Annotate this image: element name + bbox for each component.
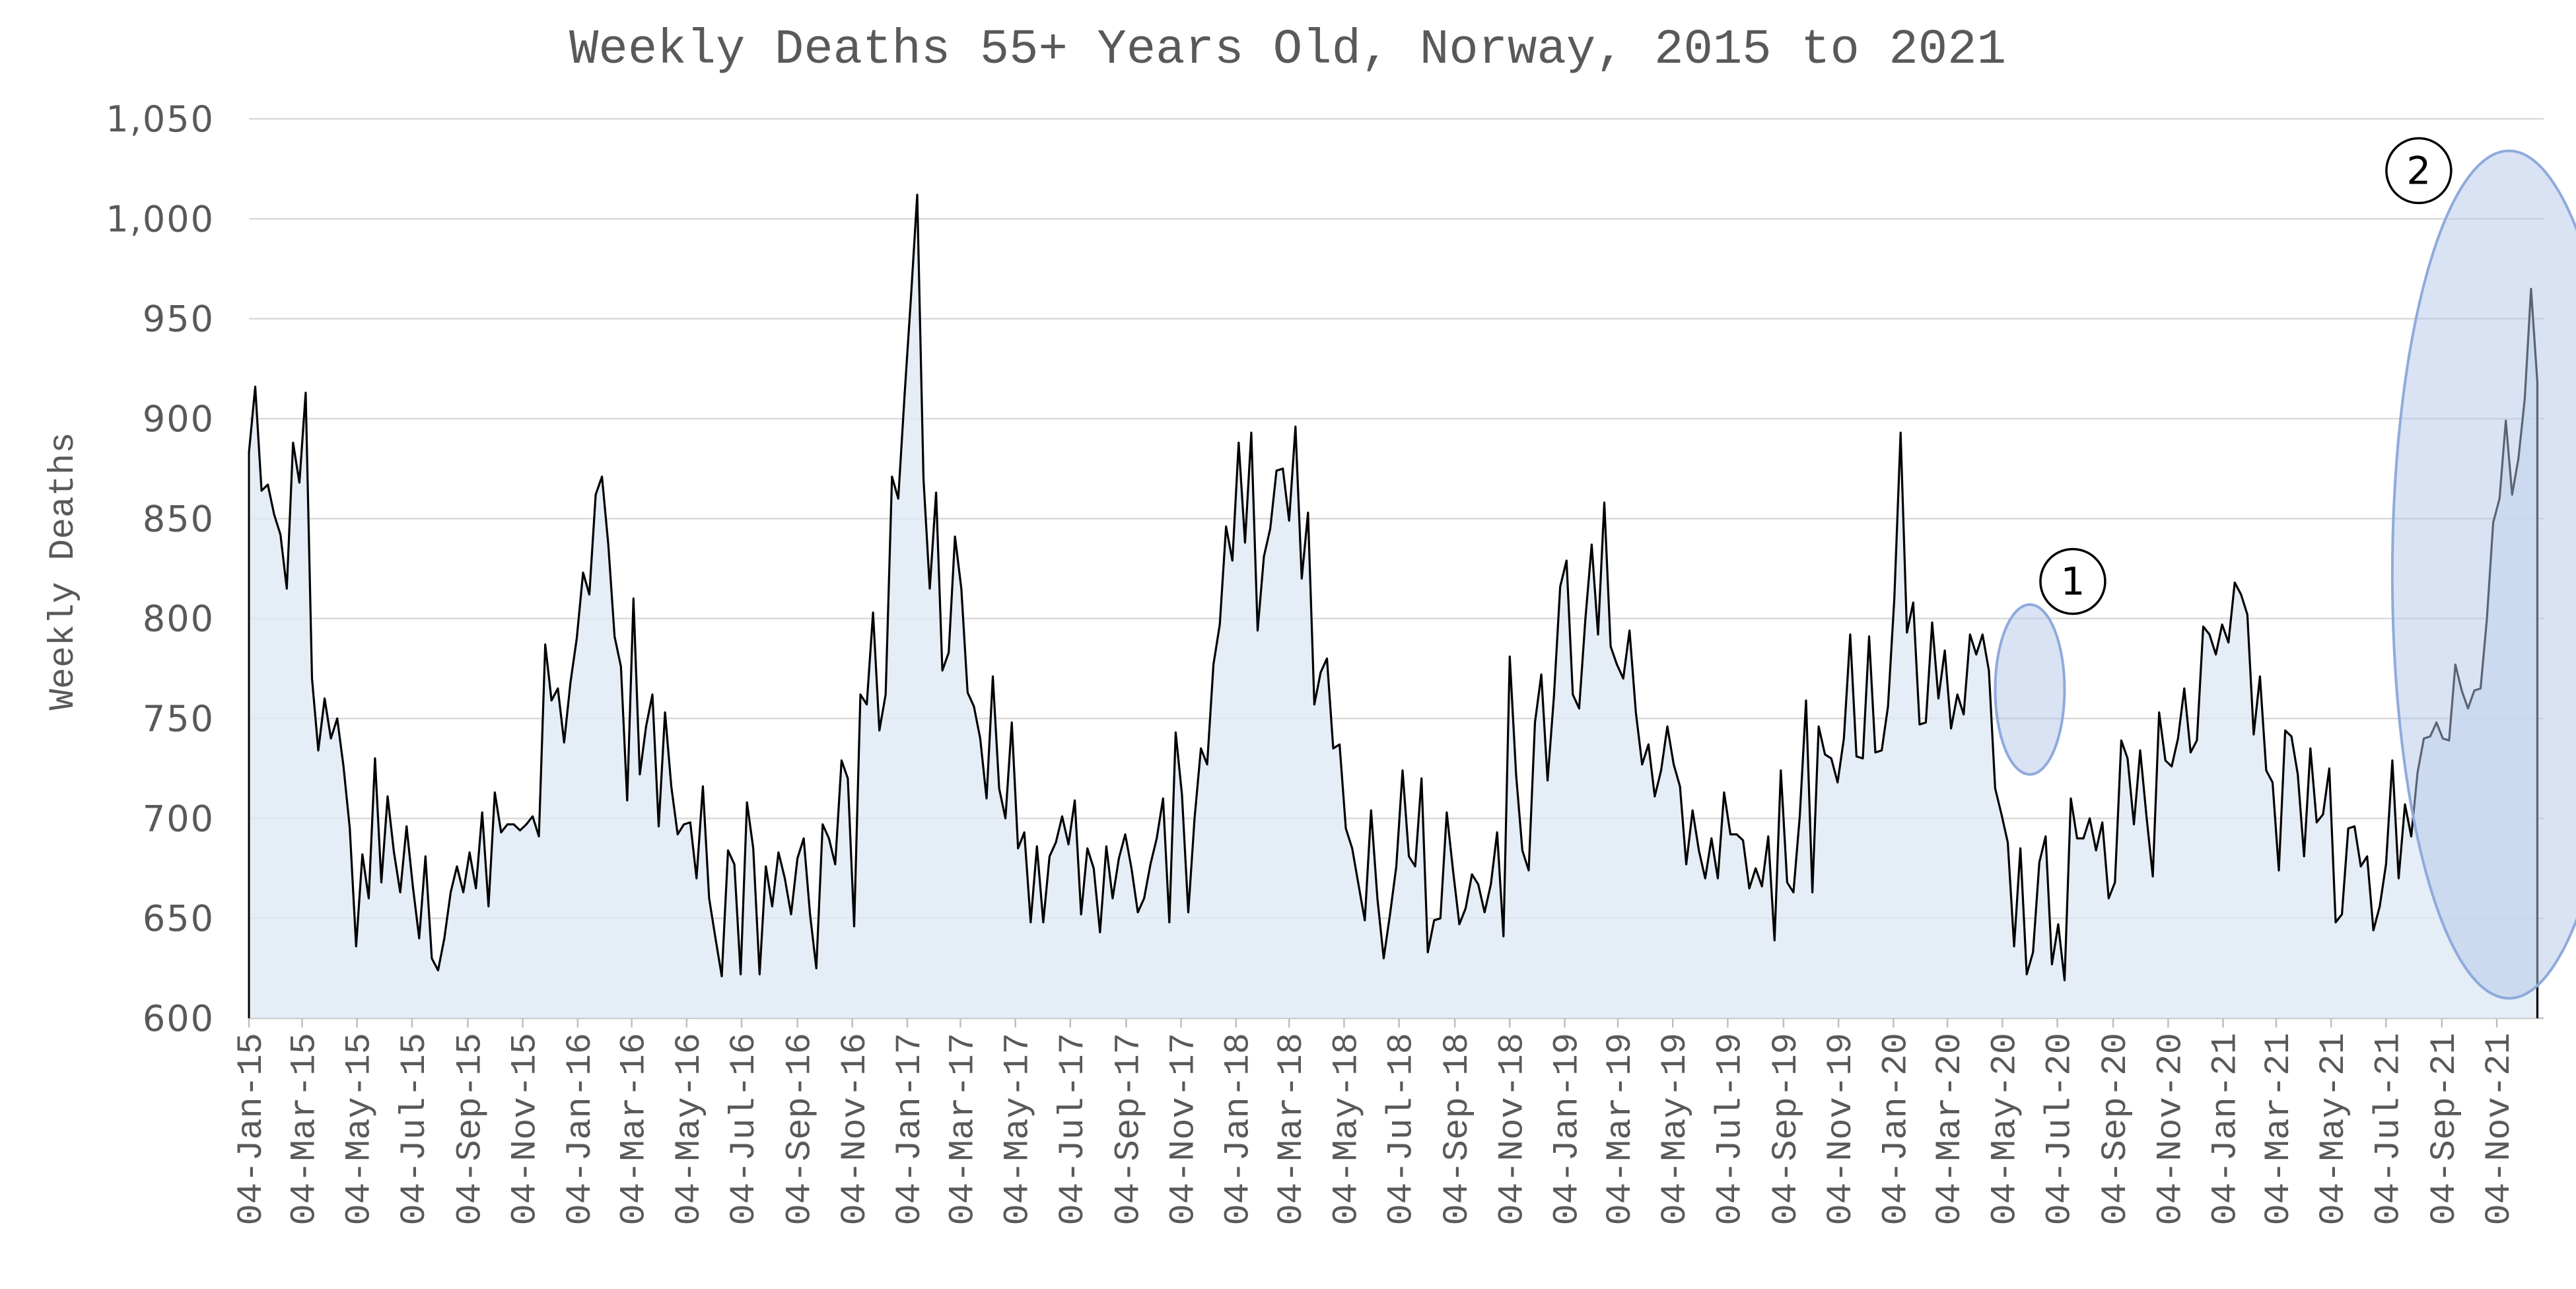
y-tick-label: 900 [143,398,215,440]
x-tick-labels: 04-Jan-15 04-Mar-15 04-May-15 04-Jul-15 04-S… [232,1018,2520,1226]
x-tick-label: 04-Nov-20 [2151,1033,2191,1226]
x-tick-label: 04-Mar-16 [615,1033,655,1226]
y-tick-label: 1,000 [106,198,215,240]
annotations: 12 [1994,137,2576,1000]
x-tick-label: 04-Jul-17 [1053,1033,1094,1226]
x-tick-label: 04-May-21 [2314,1033,2354,1226]
x-tick-label: 04-Mar-15 [285,1033,326,1226]
x-tick-label: 04-Mar-17 [943,1033,983,1226]
x-tick-label: 04-Jul-20 [2040,1033,2081,1226]
y-tick-label: 950 [143,298,215,340]
y-tick-label: 650 [143,898,215,940]
x-tick-label: 04-Sep-17 [1109,1033,1149,1226]
callout-circle-1 [2039,547,2106,615]
highlight-ellipse-1 [1994,603,2066,776]
y-axis-label: Weekly Deaths [44,432,84,710]
x-tick-label: 04-Sep-21 [2425,1033,2465,1226]
y-tick-label: 600 [143,998,215,1039]
x-tick-label: 04-Jan-19 [1548,1033,1588,1226]
x-tick-label: 04-Mar-18 [1272,1033,1312,1226]
x-tick-label: 04-Jul-19 [1710,1033,1751,1226]
x-tick-label: 04-Jan-17 [890,1033,930,1226]
x-tick-label: 04-Sep-18 [1438,1033,1478,1226]
x-tick-label: 04-May-18 [1327,1033,1367,1226]
x-tick-label: 04-Nov-16 [835,1033,876,1226]
series-area [249,195,2538,1018]
plot-area [248,193,2539,1018]
x-tick-label: 04-May-16 [670,1033,710,1226]
x-tick-label: 04-Jul-16 [724,1033,765,1226]
x-tick-label: 04-Jan-16 [561,1033,601,1226]
x-tick-label: 04-Jul-18 [1382,1033,1422,1226]
x-tick-label: 04-Jan-15 [232,1033,272,1226]
x-tick-label: 04-Nov-17 [1164,1033,1204,1226]
y-tick-label: 1,050 [106,98,215,140]
highlight-ellipse-2 [2390,149,2576,1000]
x-tick-label: 04-Jul-15 [395,1033,435,1226]
x-tick-label: 04-Jan-20 [1876,1033,1916,1226]
y-tick-label: 850 [143,498,215,540]
x-tick-label: 04-Mar-20 [1930,1033,1970,1226]
x-tick-label: 04-Jul-21 [2369,1033,2409,1226]
x-tick-label: 04-Sep-19 [1766,1033,1807,1226]
y-tick-label: 750 [143,698,215,740]
callout-circle-2 [2385,137,2453,205]
x-tick-label: 04-Sep-20 [2096,1033,2136,1226]
x-tick-label: 04-May-20 [1985,1033,2025,1226]
callout-label-2: 2 [2406,148,2431,193]
x-tick-label: 04-May-19 [1655,1033,1696,1226]
y-tick-label: 700 [143,798,215,839]
x-tick-label: 04-Nov-18 [1492,1033,1533,1226]
x-tick-label: 04-May-17 [998,1033,1039,1226]
callout-label-1: 1 [2060,559,2085,604]
x-tick-label: 04-Sep-15 [450,1033,491,1226]
x-tick-label: 04-May-15 [340,1033,380,1226]
x-tick-label: 04-Nov-19 [1821,1033,1862,1226]
x-tick-label: 04-Sep-16 [781,1033,821,1226]
x-tick-label: 04-Jan-21 [2206,1033,2246,1226]
x-tick-label: 04-Mar-21 [2259,1033,2299,1226]
series-line [248,193,2539,1018]
x-tick-label: 04-Nov-15 [506,1033,546,1226]
x-tick-label: 04-Jan-18 [1219,1033,1259,1226]
x-tick-label: 04-Mar-19 [1601,1033,1641,1226]
y-tick-label: 800 [143,598,215,640]
x-tick-label: 04-Nov-21 [2480,1033,2520,1226]
chart-title: Weekly Deaths 55+ Years Old, Norway, 201… [569,22,2006,78]
y-tick-labels: 600 650 700 750 800 850 900 950 1,000 1,050 [106,98,215,1039]
